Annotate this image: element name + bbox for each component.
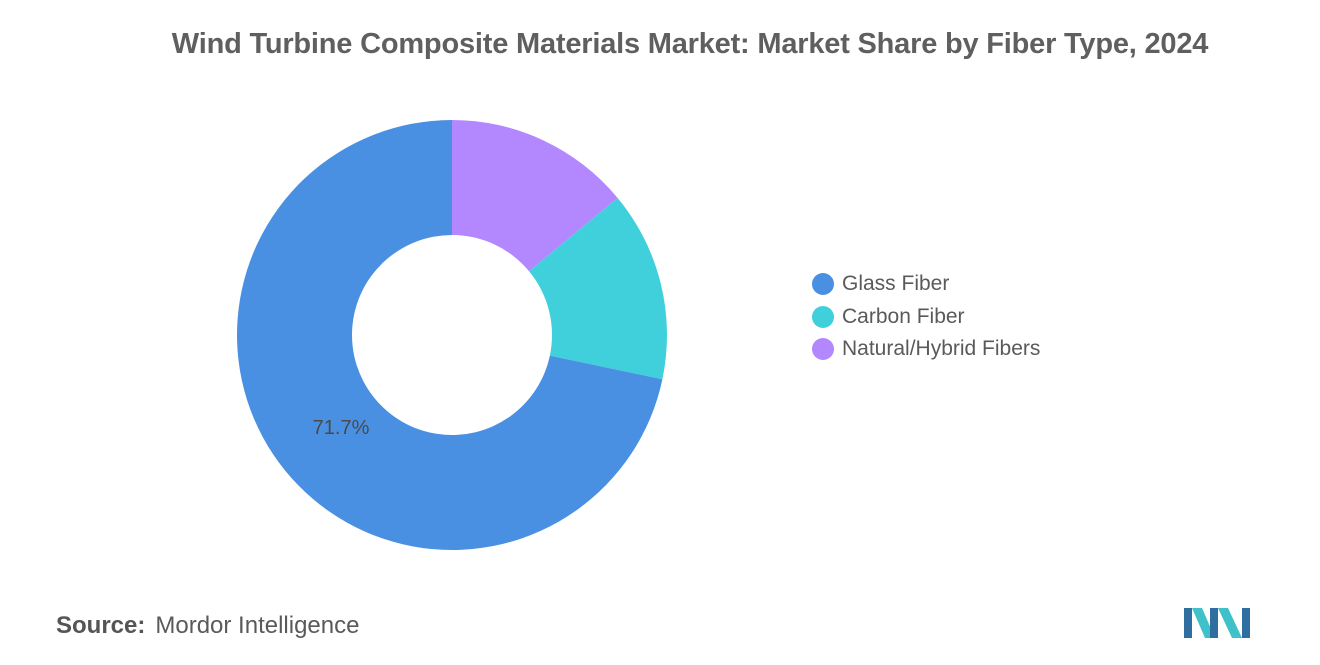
logo-left-diagonal bbox=[1192, 608, 1215, 638]
legend-label-natural-hybrid-fibers: Natural/Hybrid Fibers bbox=[842, 337, 1041, 361]
source-label: Source: bbox=[56, 612, 146, 639]
data-label-glass-fiber: 71.7% bbox=[313, 417, 370, 439]
slice-natural-hybrid-fibers bbox=[452, 120, 618, 272]
legend-item-glass-fiber: Glass Fiber bbox=[812, 268, 1040, 301]
logo-right-bar bbox=[1242, 608, 1250, 638]
source-value: Mordor Intelligence bbox=[155, 612, 360, 639]
chart-title: Wind Turbine Composite Materials Market:… bbox=[171, 28, 1209, 60]
source-line: Source: Mordor Intelligence bbox=[56, 612, 359, 640]
legend-label-glass-fiber: Glass Fiber bbox=[842, 272, 950, 296]
slice-carbon-fiber bbox=[529, 197, 667, 380]
legend-swatch-carbon-fiber bbox=[812, 305, 834, 328]
logo-middle-bar bbox=[1210, 608, 1218, 638]
legend-swatch-natural-hybrid-fibers bbox=[812, 338, 834, 361]
legend-label-carbon-fiber: Carbon Fiber bbox=[842, 304, 965, 328]
mordor-intelligence-logo bbox=[1184, 608, 1250, 638]
chart-legend: Glass Fiber Carbon Fiber Natural/Hybrid … bbox=[812, 268, 1040, 366]
logo-left-bar bbox=[1184, 608, 1192, 638]
legend-swatch-glass-fiber bbox=[812, 273, 834, 296]
legend-item-carbon-fiber: Carbon Fiber bbox=[812, 301, 1040, 334]
legend-item-natural-hybrid-fibers: Natural/Hybrid Fibers bbox=[812, 333, 1040, 366]
logo-right-diagonal bbox=[1218, 608, 1242, 638]
slice-glass-fiber bbox=[237, 120, 663, 551]
